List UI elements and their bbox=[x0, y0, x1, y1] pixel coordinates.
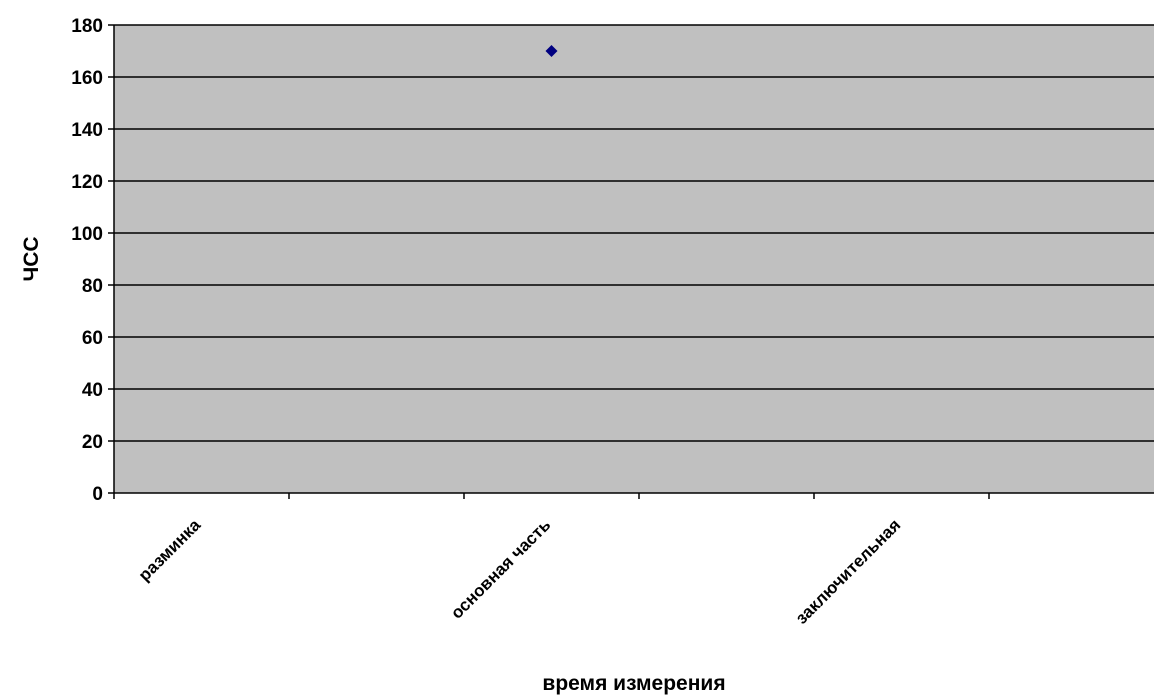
y-tick-label: 180 bbox=[71, 16, 103, 37]
x-tick-label: основная часть bbox=[447, 515, 554, 622]
x-tick-label: заключительная bbox=[792, 515, 904, 627]
y-tick-labels: 0 20 40 60 80 100 120 140 160 180 bbox=[71, 16, 103, 505]
data-points bbox=[545, 45, 558, 57]
y-tick-label: 0 bbox=[92, 484, 103, 505]
gridlines bbox=[114, 24, 1154, 442]
data-point bbox=[545, 45, 558, 57]
y-tick-label: 80 bbox=[82, 276, 103, 297]
x-tick-label: разминка bbox=[135, 515, 205, 585]
x-tick-marks bbox=[113, 493, 990, 499]
y-tick-label: 140 bbox=[71, 120, 103, 141]
x-tick-labels: разминка основная часть заключительная bbox=[135, 515, 905, 628]
y-axis-title: ЧСС bbox=[20, 236, 43, 281]
y-tick-label: 40 bbox=[82, 380, 103, 401]
y-tick-marks bbox=[108, 24, 114, 494]
y-tick-label: 160 bbox=[71, 68, 103, 89]
x-axis-title: время измерения bbox=[542, 672, 725, 695]
y-tick-label: 100 bbox=[71, 224, 103, 245]
plot-area bbox=[114, 25, 1154, 493]
y-tick-label: 60 bbox=[82, 328, 103, 349]
y-tick-label: 120 bbox=[71, 172, 103, 193]
y-tick-label: 20 bbox=[82, 432, 103, 453]
